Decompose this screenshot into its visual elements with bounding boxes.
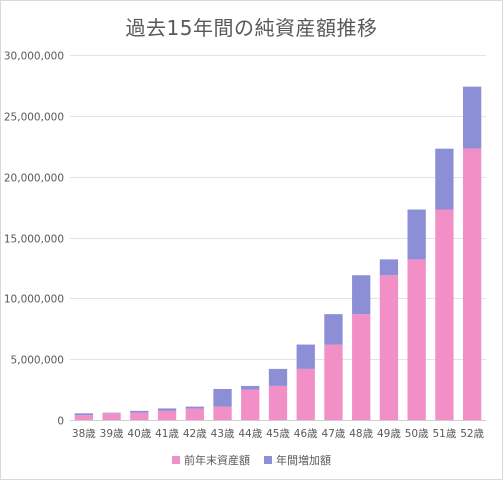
x-tick-label-3: 41歳 xyxy=(155,428,179,440)
bar-1-0[interactable] xyxy=(74,413,94,416)
legend-label-0: 前年末資産額 xyxy=(184,454,250,467)
bar-1-11[interactable] xyxy=(379,259,399,276)
x-tick-label-0: 38歳 xyxy=(72,428,96,440)
bar-1-14[interactable] xyxy=(462,86,482,149)
bar-1-8[interactable] xyxy=(296,344,315,369)
bar-0-9[interactable] xyxy=(324,344,343,420)
bar-1-2[interactable] xyxy=(130,410,149,413)
y-tick-labels: 0 5,000,000 10,000,000 15,000,000 20,000,000… xyxy=(4,51,64,428)
legend-swatch-0 xyxy=(172,456,180,464)
y-tick-label-6: 30,000,000 xyxy=(4,51,64,63)
legend-item-1[interactable]: 年間増加額 xyxy=(264,452,331,468)
bar-0-8[interactable] xyxy=(296,368,315,420)
bar-0-3[interactable] xyxy=(157,410,177,421)
x-tick-label-7: 45歳 xyxy=(266,428,290,440)
y-tick-label-5: 25,000,000 xyxy=(4,112,64,124)
bar-0-1[interactable] xyxy=(102,413,121,420)
x-tick-label-1: 39歳 xyxy=(100,428,124,440)
bar-1-5[interactable] xyxy=(213,388,232,407)
bar-1-3[interactable] xyxy=(157,408,177,411)
bar-1-9[interactable] xyxy=(324,314,343,345)
bar-0-0[interactable] xyxy=(74,415,94,420)
y-tick-label-3: 15,000,000 xyxy=(4,234,64,246)
bar-1-1[interactable] xyxy=(102,412,121,414)
y-tick-label-0: 0 xyxy=(57,416,64,428)
y-tick-label-4: 20,000,000 xyxy=(4,173,64,185)
y-tick-label-2: 10,000,000 xyxy=(4,294,64,306)
x-tick-label-14: 52歳 xyxy=(460,428,484,440)
bar-0-11[interactable] xyxy=(379,275,399,420)
x-tick-label-9: 47歳 xyxy=(322,428,346,440)
x-tick-label-6: 44歳 xyxy=(238,428,262,440)
legend-swatch-1 xyxy=(264,456,272,464)
x-tick-label-13: 51歳 xyxy=(432,428,456,440)
bar-1-12[interactable] xyxy=(407,209,426,260)
bar-1-13[interactable] xyxy=(435,148,454,210)
bar-0-2[interactable] xyxy=(130,412,149,420)
legend: 前年末資産額 年間増加額 xyxy=(0,452,503,468)
x-tick-label-5: 43歳 xyxy=(211,428,235,440)
chart-title: 過去15年間の純資産額推移 xyxy=(125,16,378,40)
x-tick-labels: 38歳 39歳 40歳 41歳 42歳 43歳 44歳 45歳 46歳 47歳 48歳 49歳 50歳 5… xyxy=(72,428,485,440)
bars xyxy=(74,86,482,421)
bar-1-4[interactable] xyxy=(185,406,204,409)
bar-0-12[interactable] xyxy=(407,259,426,420)
x-tick-label-2: 40歳 xyxy=(127,428,151,440)
bar-1-6[interactable] xyxy=(241,385,260,390)
bar-0-5[interactable] xyxy=(213,406,232,420)
legend-label-1: 年間増加額 xyxy=(276,454,331,467)
bar-1-7[interactable] xyxy=(268,368,288,386)
x-tick-label-4: 42歳 xyxy=(183,428,207,440)
x-tick-label-8: 46歳 xyxy=(294,428,318,440)
bar-0-10[interactable] xyxy=(352,314,371,420)
bar-0-14[interactable] xyxy=(462,148,482,420)
bar-0-6[interactable] xyxy=(241,389,260,420)
bar-0-7[interactable] xyxy=(268,385,288,420)
legend-item-0[interactable]: 前年末資産額 xyxy=(172,452,250,468)
y-tick-label-1: 5,000,000 xyxy=(11,355,64,367)
bar-0-13[interactable] xyxy=(435,209,454,420)
bar-1-10[interactable] xyxy=(352,275,371,315)
bar-0-4[interactable] xyxy=(185,408,204,420)
x-tick-label-12: 50歳 xyxy=(405,428,429,440)
x-tick-label-10: 48歳 xyxy=(349,428,373,440)
x-tick-label-11: 49歳 xyxy=(377,428,401,440)
